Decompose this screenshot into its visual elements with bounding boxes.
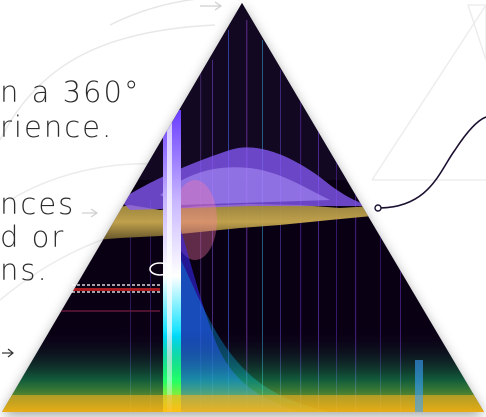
arrow-icon bbox=[200, 1, 223, 11]
feature-line-1: nces bbox=[0, 187, 76, 221]
intro-line-1: n a 360° bbox=[0, 75, 141, 109]
arrow-icon bbox=[82, 208, 99, 218]
intro-line-2: rience. bbox=[0, 110, 114, 144]
arrow-icon bbox=[2, 348, 14, 358]
connector-dot-icon bbox=[374, 204, 382, 212]
feature-line-2: d or bbox=[0, 220, 66, 254]
feature-line-3: ns. bbox=[0, 253, 49, 287]
selection-guides bbox=[72, 262, 171, 293]
